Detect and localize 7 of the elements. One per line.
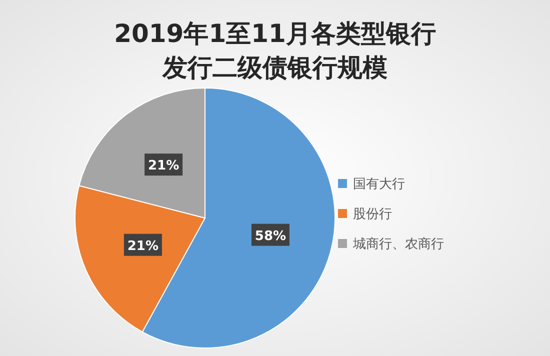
data-label: 21% — [127, 238, 159, 254]
data-label: 21% — [148, 158, 180, 174]
slice-label: 国有大行 — [353, 177, 405, 192]
data-label: 58% — [254, 228, 286, 244]
legend-label: 城商行、农商行 — [352, 237, 444, 252]
legend-label: 股份行 — [353, 207, 392, 222]
title: 2019年1至11月各类型银行发行二级债银行规模 — [114, 19, 436, 82]
